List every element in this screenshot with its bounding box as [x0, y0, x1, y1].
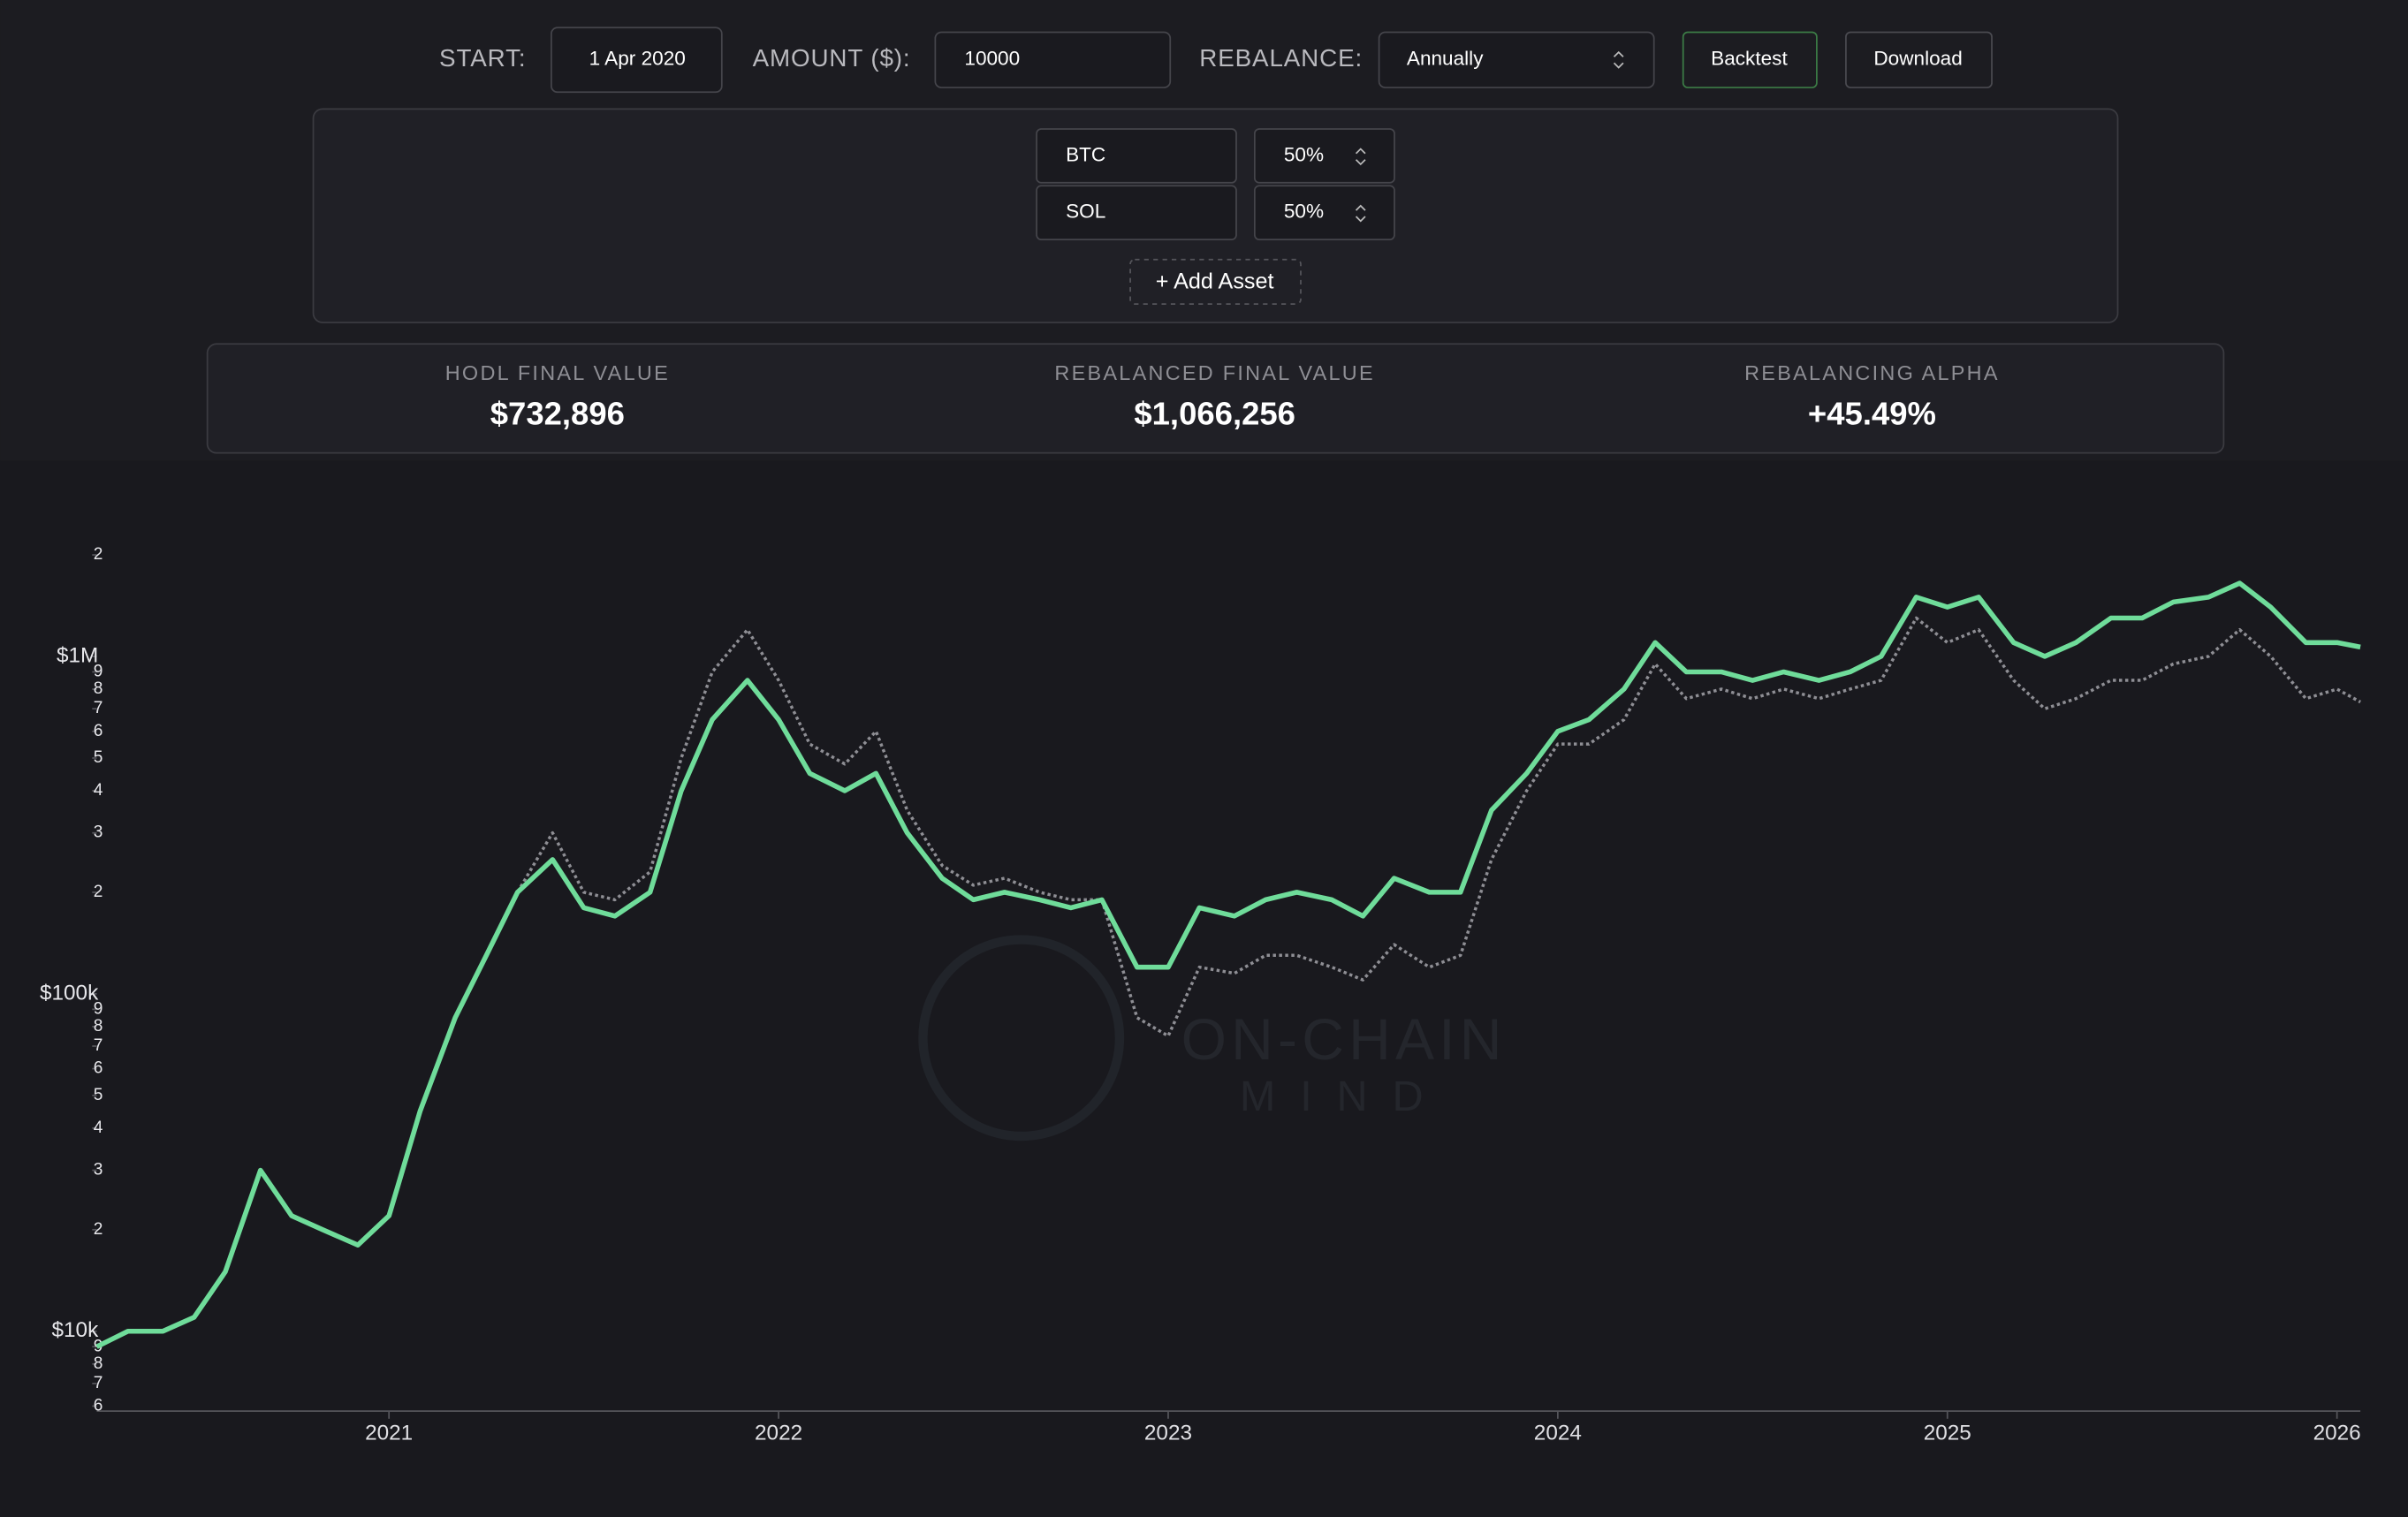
backtest-button[interactable] — [1682, 31, 1818, 88]
weight-value[interactable]: 50% — [1284, 201, 1324, 223]
download-button[interactable] — [1845, 31, 1993, 88]
y-tick-label-minor: 3 — [94, 823, 103, 842]
stat-value: +45.49% — [1808, 396, 1936, 432]
watermark: ON-CHAIN MIND — [918, 935, 1507, 1142]
y-tick-label-minor: 6 — [94, 722, 103, 740]
y-tick-label-minor: 7 — [94, 1374, 103, 1392]
watermark-text: ON-CHAIN — [1181, 1006, 1507, 1072]
y-tick-label-minor: 2 — [94, 883, 103, 901]
asset-name[interactable]: BTC — [1066, 143, 1105, 165]
amount-value[interactable]: 10000 — [964, 48, 1020, 70]
stats: HODL FINAL VALUE $732,896 REBALANCED FINAL… — [445, 361, 2000, 432]
y-tick-label-major: $1M — [57, 643, 98, 667]
watermark-logo — [918, 935, 1125, 1142]
rebalance-label: REBALANCE: — [1199, 44, 1363, 72]
y-tick-label-minor: 6 — [94, 1059, 103, 1078]
y-tick-label-minor: 5 — [94, 1086, 103, 1104]
backtest-label[interactable]: Backtest — [1711, 48, 1788, 70]
x-tick-label: 2022 — [755, 1422, 802, 1445]
asset-input[interactable] — [1036, 185, 1237, 240]
watermark-text: MIND — [1240, 1073, 1448, 1120]
y-tick-label-minor: 7 — [94, 1036, 103, 1055]
start-label: START: — [439, 44, 526, 72]
rebalance-select[interactable] — [1378, 31, 1655, 88]
start-value[interactable]: 1 Apr 2020 — [589, 48, 686, 70]
weight-input[interactable] — [1253, 128, 1395, 184]
asset-input[interactable] — [1036, 128, 1237, 184]
chart-background — [0, 460, 2408, 1517]
weight-input[interactable] — [1253, 185, 1395, 240]
spinner — [1355, 148, 1366, 166]
x-tick-label: 2024 — [1534, 1422, 1582, 1445]
asset-name[interactable]: SOL — [1066, 201, 1105, 223]
y-tick-label-major: $10k — [52, 1318, 100, 1342]
start-input[interactable] — [551, 27, 723, 94]
amount-input[interactable] — [934, 31, 1172, 88]
series-line — [95, 616, 2361, 1348]
spinner — [1355, 204, 1366, 223]
weight-value[interactable]: 50% — [1284, 143, 1324, 165]
rebalance-value[interactable]: Annually — [1407, 48, 1484, 70]
y-tick-label-minor: 5 — [94, 748, 103, 767]
download-label[interactable]: Download — [1873, 48, 1962, 70]
y-tick-label-minor: 9 — [94, 999, 103, 1018]
chart: 2021 2022 2023 2024 2025 20266789$10k23456789… — [40, 545, 2361, 1445]
amount-label: AMOUNT ($): — [753, 44, 911, 72]
stat-label: HODL FINAL VALUE — [445, 361, 670, 384]
stat-label: REBALANCED FINAL VALUE — [1054, 361, 1375, 384]
y-tick-label-minor: 2 — [94, 545, 103, 564]
y-tick-label-minor: 2 — [94, 1220, 103, 1239]
y-tick-label-minor: 8 — [94, 679, 103, 698]
asset-list: BTC 50% SOL 50% — [1036, 128, 1395, 240]
stat-label: REBALANCING ALPHA — [1744, 361, 2000, 384]
x-tick-label: 2025 — [1924, 1422, 1971, 1445]
x-tick-label: 2021 — [365, 1422, 413, 1445]
y-tick-label-minor: 4 — [94, 781, 103, 800]
x-tick-label: 2023 — [1144, 1422, 1192, 1445]
select-arrows — [1613, 50, 1624, 69]
stat-value: $1,066,256 — [1134, 396, 1295, 432]
add-asset-button[interactable] — [1129, 258, 1302, 305]
y-tick-label-minor: 6 — [94, 1397, 103, 1415]
y-tick-label-minor: 4 — [94, 1119, 103, 1137]
y-tick-label-major: $100k — [40, 981, 99, 1005]
y-tick-label-minor: 8 — [94, 1354, 103, 1373]
y-tick-label-minor: 8 — [94, 1017, 103, 1035]
x-tick-label: 2026 — [2313, 1422, 2361, 1445]
add-asset-label[interactable]: + Add Asset — [1156, 269, 1274, 293]
y-tick-label-minor: 3 — [94, 1161, 103, 1179]
y-tick-label-minor: 7 — [94, 699, 103, 717]
series-line — [95, 580, 2361, 1349]
stats-panel — [206, 343, 2225, 454]
stat-value: $732,896 — [490, 396, 625, 432]
y-tick-label-minor: 9 — [94, 663, 103, 681]
